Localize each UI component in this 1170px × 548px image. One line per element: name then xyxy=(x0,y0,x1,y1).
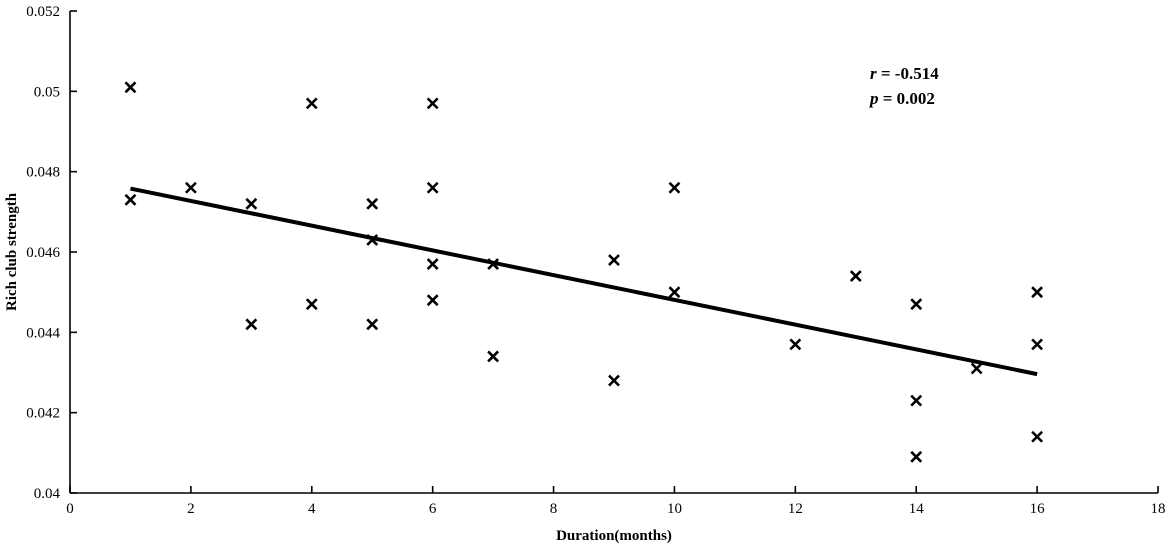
y-axis-ticks: 0.04 0.042 0.044 0.046 0.048 0.05 0.052 xyxy=(26,4,77,502)
y-tick-label: 0.04 xyxy=(34,486,61,502)
data-point xyxy=(426,294,439,307)
p-value-label: p = 0.002 xyxy=(868,89,935,108)
x-tick-label: 8 xyxy=(550,501,558,517)
data-point xyxy=(849,270,862,283)
x-tick-label: 4 xyxy=(308,501,316,517)
data-point xyxy=(184,181,197,194)
data-point xyxy=(910,298,923,311)
x-tick-label: 12 xyxy=(788,501,803,517)
y-tick-label: 0.042 xyxy=(26,406,60,422)
p-value: = 0.002 xyxy=(879,89,935,108)
data-point xyxy=(245,197,258,210)
data-point xyxy=(245,318,258,331)
data-point xyxy=(305,97,318,110)
data-point xyxy=(305,298,318,311)
axes: 0 2 4 6 8 10 12 14 16 18 0.04 0.042 0.044 0.046 0.048… xyxy=(26,4,1165,517)
data-point xyxy=(1031,430,1044,443)
x-tick-label: 10 xyxy=(667,501,682,517)
x-tick-label: 16 xyxy=(1030,501,1046,517)
data-point xyxy=(366,234,379,246)
x-tick-label: 2 xyxy=(187,501,195,517)
data-point xyxy=(366,318,379,331)
data-point xyxy=(124,81,137,94)
x-tick-label: 14 xyxy=(909,501,925,517)
data-point xyxy=(1031,338,1044,351)
data-point xyxy=(789,338,802,351)
regression-line xyxy=(130,186,1038,377)
p-symbol: p xyxy=(868,89,879,108)
data-point xyxy=(910,450,923,463)
data-point xyxy=(124,193,137,206)
r-value: = -0.514 xyxy=(877,64,940,83)
x-tick-label: 0 xyxy=(66,501,74,517)
x-tick-label: 6 xyxy=(429,501,437,517)
data-point xyxy=(426,258,439,270)
x-axis-ticks: 0 2 4 6 8 10 12 14 16 18 xyxy=(66,486,1166,517)
data-point xyxy=(608,254,620,266)
data-point xyxy=(426,97,439,110)
y-tick-label: 0.046 xyxy=(26,245,60,261)
y-tick-label: 0.05 xyxy=(34,84,60,100)
y-axis-title: Rich club strength xyxy=(4,192,20,311)
correlation-r-label: r = -0.514 xyxy=(870,64,939,83)
data-point xyxy=(970,362,983,375)
data-point xyxy=(910,394,923,407)
data-point xyxy=(668,286,681,299)
data-point xyxy=(487,258,500,270)
y-tick-label: 0.048 xyxy=(26,165,60,181)
data-point xyxy=(366,197,379,210)
data-point xyxy=(1031,286,1044,299)
data-point xyxy=(608,374,620,387)
data-point xyxy=(487,350,500,363)
x-tick-label: 18 xyxy=(1151,501,1166,517)
y-tick-label: 0.044 xyxy=(26,325,60,341)
r-symbol: r xyxy=(870,64,877,83)
data-point xyxy=(668,181,681,194)
y-tick-label: 0.052 xyxy=(26,4,60,20)
x-axis-title: Duration(months) xyxy=(556,528,672,544)
data-point xyxy=(426,181,439,194)
data-points xyxy=(124,81,1044,463)
